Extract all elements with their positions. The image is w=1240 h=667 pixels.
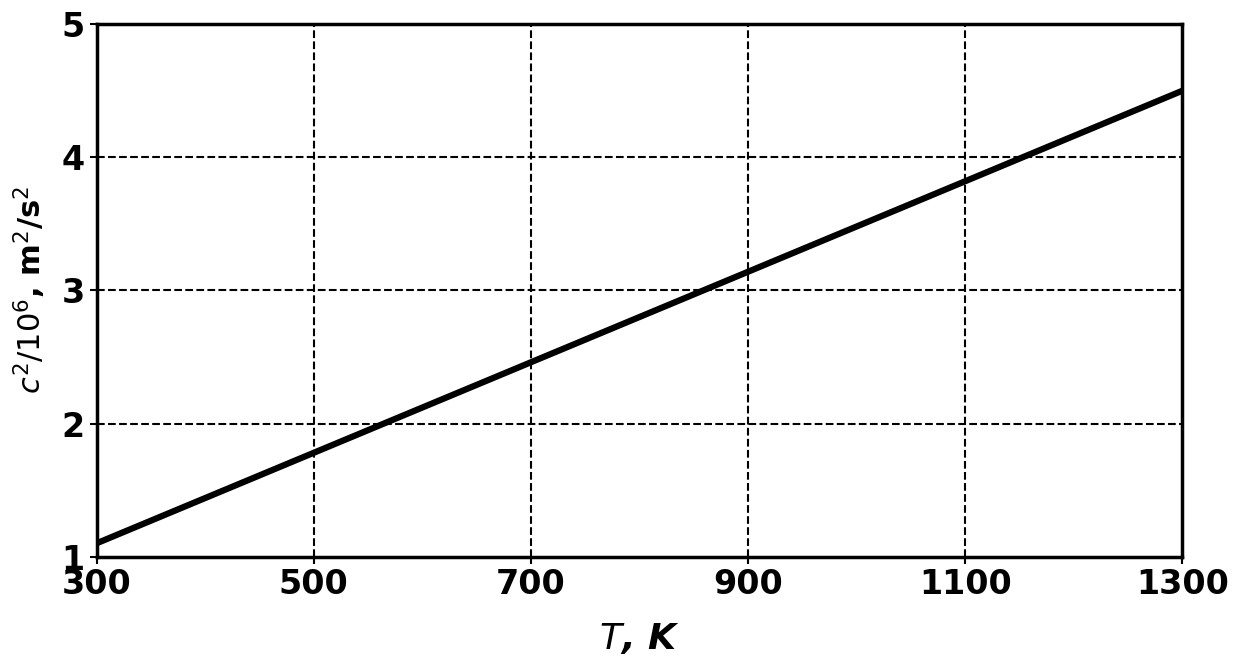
X-axis label: $\mathit{T}$, K: $\mathit{T}$, K	[599, 621, 680, 656]
Y-axis label: $c^2/10^6$, m$^2$/s$^2$: $c^2/10^6$, m$^2$/s$^2$	[11, 186, 47, 394]
